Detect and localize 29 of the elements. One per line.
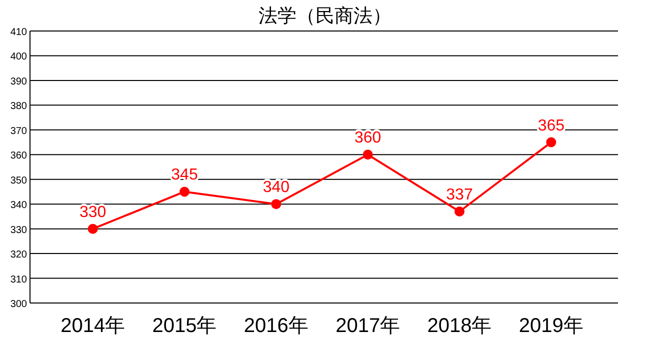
y-tick-label: 380 (10, 101, 28, 112)
point (454, 206, 464, 217)
data-label: 360 (354, 130, 382, 147)
point (180, 186, 190, 197)
point (546, 137, 556, 148)
y-tick-label: 310 (10, 274, 28, 286)
y-tick-label: 350 (10, 175, 28, 186)
y-tick-label: 390 (10, 76, 28, 88)
y-tick-label: 320 (10, 250, 28, 261)
chart-title: 法学（民商法） (258, 5, 392, 27)
y-tick-label: 330 (10, 224, 28, 236)
data-label: 330 (79, 204, 106, 221)
x-tick-label: 2016年 (244, 315, 308, 337)
point (88, 224, 98, 234)
y-tick-label: 340 (10, 200, 28, 212)
x-tick-label: 2018年 (427, 315, 492, 337)
data-label: 340 (262, 179, 290, 196)
y-tick-label: 300 (10, 299, 28, 310)
y-tick-label: 410 (10, 27, 28, 38)
y-tick-label: 370 (10, 126, 28, 137)
data-label: 337 (446, 186, 473, 204)
y-tick-label: 400 (10, 52, 28, 63)
x-tick-label: 2017年 (336, 315, 400, 337)
point (362, 150, 373, 160)
x-tick-label: 2015年 (152, 315, 217, 337)
point (271, 199, 282, 210)
y-tick-label: 360 (10, 150, 28, 162)
x-tick-label: 2019年 (518, 315, 584, 337)
x-tick-label: 2014年 (60, 315, 126, 337)
